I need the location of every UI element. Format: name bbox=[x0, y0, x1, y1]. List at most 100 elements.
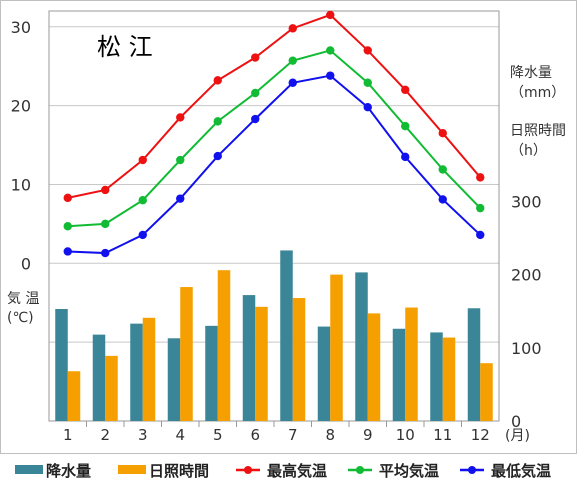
point-max-temp bbox=[476, 173, 485, 182]
point-min-temp bbox=[101, 248, 110, 258]
point-min-temp bbox=[63, 247, 72, 256]
x-tick-label: 5 bbox=[213, 426, 223, 444]
line-mean-temp bbox=[67, 49, 481, 228]
plot-area-frame bbox=[48, 10, 500, 422]
legend: 降水量 日照時間 最高気温 平均気温 最低気温 bbox=[15, 462, 551, 480]
point-mean-temp bbox=[438, 165, 447, 174]
bar-precipitation bbox=[130, 323, 143, 421]
bar-sunshine bbox=[180, 287, 193, 421]
x-tick-label: 11 bbox=[433, 426, 452, 444]
bar-sunshine bbox=[405, 307, 418, 421]
point-min-temp bbox=[138, 230, 147, 240]
x-axis-ticks: 1 2 3 4 5 6 7 8 9 10 11 12 (月) bbox=[63, 426, 530, 444]
left-axis-label: 気 温 bbox=[7, 291, 39, 307]
left-axis-ticks: 0 10 20 30 bbox=[11, 18, 31, 274]
x-tick-label: 8 bbox=[325, 426, 335, 444]
bars bbox=[55, 250, 493, 421]
point-min-temp bbox=[288, 78, 297, 87]
x-tick-label: 4 bbox=[175, 426, 185, 444]
x-tick-label: 2 bbox=[100, 426, 110, 444]
bar-precipitation bbox=[92, 334, 106, 421]
bar-sunshine bbox=[105, 355, 118, 421]
point-max-temp bbox=[63, 193, 72, 203]
lines bbox=[63, 10, 485, 258]
legend-swatch-marker bbox=[356, 466, 364, 474]
bar-sunshine bbox=[442, 337, 456, 421]
bar-precipitation bbox=[55, 309, 68, 421]
bar-precipitation bbox=[317, 326, 331, 421]
x-tick-label: 3 bbox=[138, 426, 148, 444]
point-min-temp bbox=[251, 114, 260, 124]
point-max-temp bbox=[213, 76, 222, 85]
point-max-temp bbox=[101, 185, 110, 195]
legend-swatch-marker bbox=[244, 466, 252, 474]
chart-title: 松 江 bbox=[97, 33, 153, 61]
x-tick-label: 1 bbox=[63, 426, 73, 444]
right-tick-label: 100 bbox=[511, 339, 542, 358]
legend-label: 最低気温 bbox=[491, 462, 551, 480]
point-mean-temp bbox=[176, 155, 185, 165]
point-max-temp bbox=[138, 155, 147, 165]
bar-sunshine bbox=[367, 313, 381, 421]
bar-precipitation bbox=[242, 295, 256, 421]
point-mean-temp bbox=[101, 219, 110, 229]
x-tick-label: 9 bbox=[363, 426, 373, 444]
left-tick-label: 0 bbox=[21, 254, 31, 273]
left-tick-label: 10 bbox=[11, 175, 31, 194]
axis-labels: 気 温 (℃) 降水量 （mm） 日照時間 （h） bbox=[7, 65, 566, 326]
point-min-temp bbox=[438, 195, 447, 204]
point-mean-temp bbox=[326, 46, 335, 55]
legend-swatch-marker bbox=[468, 466, 476, 474]
bar-precipitation bbox=[467, 308, 481, 421]
bar-sunshine bbox=[67, 371, 81, 421]
bar-precipitation bbox=[355, 272, 368, 421]
line-min-temp bbox=[67, 74, 481, 255]
point-min-temp bbox=[176, 194, 185, 203]
right-axis-label: 日照時間 bbox=[510, 123, 566, 139]
point-min-temp bbox=[326, 71, 335, 80]
right-tick-label: 0 bbox=[511, 412, 521, 431]
line-max-temp bbox=[67, 13, 482, 199]
point-mean-temp bbox=[138, 196, 147, 205]
x-tick-label: 6 bbox=[250, 426, 260, 444]
legend-label: 平均気温 bbox=[379, 462, 439, 480]
bar-precipitation bbox=[280, 250, 293, 421]
point-mean-temp bbox=[401, 121, 410, 131]
legend-label: 降水量 bbox=[46, 462, 91, 480]
x-tick-label: 10 bbox=[396, 426, 415, 444]
point-mean-temp bbox=[213, 117, 222, 126]
point-max-temp bbox=[288, 24, 297, 33]
point-max-temp bbox=[251, 53, 260, 62]
right-axis-label: 降水量 bbox=[510, 65, 552, 81]
bar-precipitation bbox=[205, 325, 218, 421]
point-min-temp bbox=[401, 152, 410, 162]
right-tick-label: 300 bbox=[511, 192, 542, 211]
point-mean-temp bbox=[476, 203, 485, 213]
left-tick-label: 20 bbox=[11, 97, 31, 116]
point-max-temp bbox=[176, 113, 185, 122]
point-mean-temp bbox=[251, 88, 260, 98]
legend-label: 日照時間 bbox=[149, 462, 209, 480]
point-max-temp bbox=[401, 85, 410, 95]
bar-sunshine bbox=[330, 274, 343, 421]
legend-label: 最高気温 bbox=[267, 462, 327, 480]
point-mean-temp bbox=[63, 222, 72, 231]
point-min-temp bbox=[476, 230, 485, 240]
bar-sunshine bbox=[142, 317, 156, 421]
bar-sunshine bbox=[217, 270, 231, 421]
right-axis-label: （h） bbox=[510, 143, 547, 159]
x-tick-label: 12 bbox=[471, 426, 490, 444]
point-max-temp bbox=[326, 10, 335, 20]
bar-precipitation bbox=[430, 332, 443, 421]
point-max-temp bbox=[438, 129, 447, 138]
x-unit-label: (月) bbox=[505, 428, 530, 444]
x-tick-label: 7 bbox=[288, 426, 298, 444]
bar-precipitation bbox=[167, 338, 181, 421]
right-axis-label: （mm） bbox=[510, 85, 565, 101]
point-mean-temp bbox=[363, 78, 372, 87]
point-min-temp bbox=[363, 102, 372, 112]
legend-swatch bbox=[118, 465, 146, 474]
point-min-temp bbox=[213, 151, 222, 161]
